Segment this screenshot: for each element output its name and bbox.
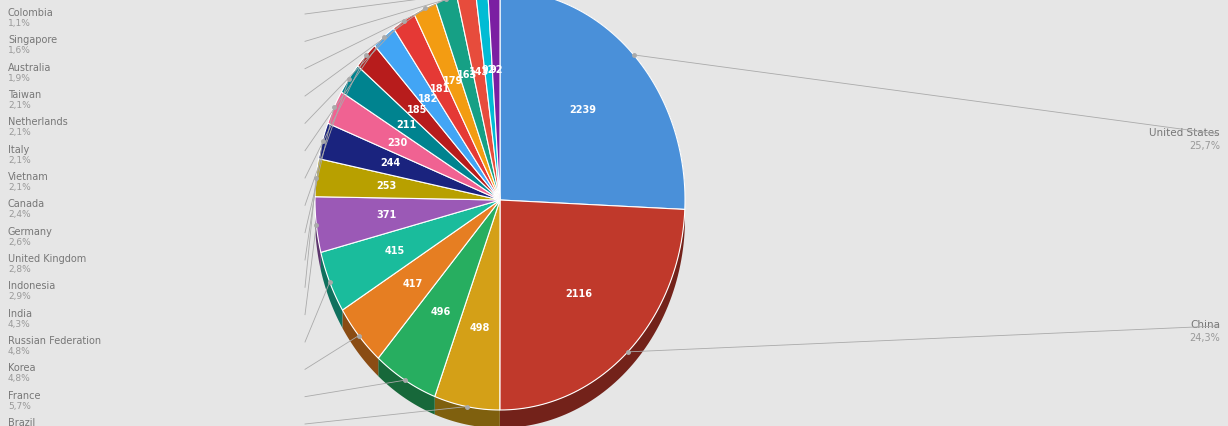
Polygon shape <box>475 0 500 200</box>
Text: 417: 417 <box>403 279 422 289</box>
Text: 163: 163 <box>457 70 476 81</box>
Text: 179: 179 <box>443 76 463 86</box>
Polygon shape <box>393 14 500 200</box>
Text: Taiwan: Taiwan <box>9 90 42 100</box>
Text: 4,8%: 4,8% <box>9 374 31 383</box>
Text: 5,7%: 5,7% <box>9 402 31 411</box>
Text: Germany: Germany <box>9 227 53 237</box>
Text: 4,8%: 4,8% <box>9 347 31 356</box>
Polygon shape <box>435 200 500 410</box>
Text: 2,9%: 2,9% <box>9 292 31 301</box>
Text: Indonesia: Indonesia <box>9 281 55 291</box>
Text: 181: 181 <box>430 84 451 94</box>
Text: 496: 496 <box>431 307 451 317</box>
Text: United Kingdom: United Kingdom <box>9 254 86 264</box>
Text: Brazil: Brazil <box>9 418 36 426</box>
Text: 2,1%: 2,1% <box>9 155 31 165</box>
Text: 498: 498 <box>469 323 490 333</box>
Text: 244: 244 <box>379 158 400 168</box>
Text: 2,1%: 2,1% <box>9 101 31 110</box>
Text: 143: 143 <box>469 67 489 77</box>
Polygon shape <box>488 0 500 200</box>
Text: Russian Federation: Russian Federation <box>9 336 101 346</box>
Text: Colombia: Colombia <box>9 8 54 18</box>
Text: United States: United States <box>1149 128 1219 138</box>
Text: Singapore: Singapore <box>9 35 58 45</box>
Text: Korea: Korea <box>9 363 36 373</box>
Text: 24,3%: 24,3% <box>1189 333 1219 343</box>
Text: 2,1%: 2,1% <box>9 128 31 137</box>
Text: Vietnam: Vietnam <box>9 172 49 182</box>
Text: Canada: Canada <box>9 199 45 209</box>
Text: 92: 92 <box>481 66 495 75</box>
Polygon shape <box>375 28 500 200</box>
Text: 230: 230 <box>387 138 408 147</box>
Polygon shape <box>500 0 685 227</box>
Text: 25,7%: 25,7% <box>1189 141 1219 151</box>
Polygon shape <box>343 200 500 358</box>
Polygon shape <box>436 0 500 200</box>
Polygon shape <box>378 200 500 397</box>
Text: 185: 185 <box>406 105 427 115</box>
Polygon shape <box>341 66 500 200</box>
Text: 2,6%: 2,6% <box>9 238 31 247</box>
Text: 2,4%: 2,4% <box>9 210 31 219</box>
Polygon shape <box>500 210 685 426</box>
Polygon shape <box>321 252 343 328</box>
Polygon shape <box>500 0 685 210</box>
Polygon shape <box>414 3 500 200</box>
Text: 371: 371 <box>376 210 397 220</box>
Text: Netherlands: Netherlands <box>9 117 68 127</box>
Text: 1,6%: 1,6% <box>9 46 31 55</box>
Text: 1,1%: 1,1% <box>9 19 31 28</box>
Text: 4,3%: 4,3% <box>9 320 31 329</box>
Polygon shape <box>318 123 500 200</box>
Polygon shape <box>316 158 500 200</box>
Text: Australia: Australia <box>9 63 52 73</box>
Polygon shape <box>321 200 500 310</box>
Text: France: France <box>9 391 41 401</box>
Text: 182: 182 <box>418 94 438 104</box>
Polygon shape <box>316 197 321 271</box>
Text: 211: 211 <box>397 120 416 130</box>
Polygon shape <box>328 92 500 200</box>
Polygon shape <box>343 310 378 376</box>
Text: 253: 253 <box>376 181 397 191</box>
Text: 2239: 2239 <box>570 105 597 115</box>
Text: 2,1%: 2,1% <box>9 183 31 192</box>
Text: India: India <box>9 309 32 319</box>
Polygon shape <box>316 197 500 252</box>
Text: 415: 415 <box>384 246 404 256</box>
Text: China: China <box>1190 320 1219 330</box>
Polygon shape <box>457 0 500 200</box>
Text: 1,9%: 1,9% <box>9 74 31 83</box>
Polygon shape <box>357 46 500 200</box>
Text: Italy: Italy <box>9 145 29 155</box>
Text: 2,8%: 2,8% <box>9 265 31 274</box>
Polygon shape <box>378 358 435 414</box>
Polygon shape <box>435 397 500 426</box>
Text: 2116: 2116 <box>566 289 593 299</box>
Text: 92: 92 <box>490 65 503 75</box>
Polygon shape <box>500 200 685 410</box>
